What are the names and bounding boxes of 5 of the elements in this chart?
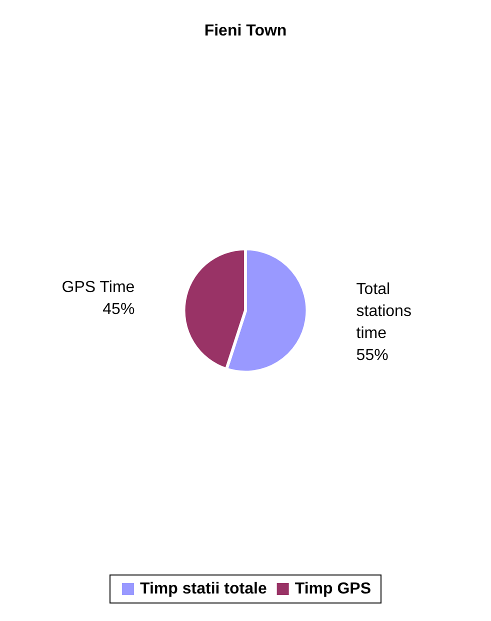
data-label: Total stations time 55% (356, 281, 412, 364)
legend-label: Timp GPS (294, 580, 372, 598)
legend-label: Timp statii totale (140, 580, 267, 598)
chart-title: Fieni Town (204, 22, 287, 40)
data-label: GPS Time 45% (62, 278, 135, 318)
